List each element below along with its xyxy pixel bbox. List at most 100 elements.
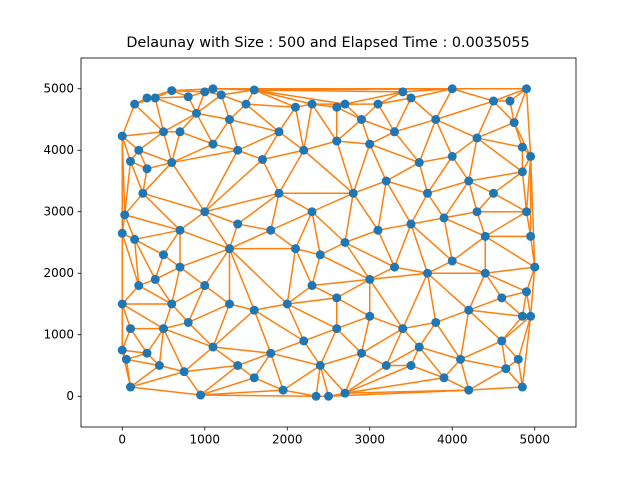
point	[472, 207, 482, 217]
triangulation-edge	[320, 352, 362, 367]
triangulation-edge	[435, 322, 462, 360]
triangulation-edge	[435, 118, 478, 139]
triangulation-edge	[130, 364, 160, 388]
triangulation-edge	[484, 272, 503, 299]
triangulation-edge	[451, 235, 486, 262]
point	[159, 324, 168, 334]
triangulation-edge	[476, 100, 495, 139]
triangulation-edge	[377, 91, 404, 105]
triangulation-edge	[443, 217, 486, 238]
triangulation-edge	[270, 193, 280, 231]
point	[373, 225, 383, 235]
triangulation-edge	[303, 103, 313, 151]
triangulation-edge	[369, 315, 404, 330]
triangulation-edge	[311, 103, 338, 142]
point	[348, 188, 358, 198]
triangulation-edge	[228, 248, 255, 311]
point	[480, 231, 490, 241]
triangulation-edge	[419, 346, 461, 361]
point	[414, 158, 424, 168]
triangulation-edge	[155, 95, 189, 99]
triangulation-edge	[124, 214, 181, 231]
triangulation-edge	[278, 131, 305, 151]
triangulation-edge	[435, 88, 453, 120]
triangulation-edge	[501, 340, 507, 369]
point	[509, 118, 519, 128]
triangulation-edge	[154, 97, 197, 115]
triangulation-edge	[426, 155, 453, 194]
triangulation-edge	[133, 239, 156, 280]
point	[258, 154, 267, 164]
triangulation-edge	[410, 223, 453, 262]
point	[398, 87, 408, 97]
point	[200, 281, 210, 291]
triangulation-edge	[344, 377, 445, 394]
triangulation-edge	[443, 217, 453, 262]
triangulation-edge	[195, 112, 214, 145]
point	[225, 115, 234, 124]
triangulation-edge	[369, 266, 395, 281]
point	[472, 133, 482, 143]
point	[167, 158, 177, 168]
triangulation-edge	[142, 192, 205, 213]
triangulation-edge	[451, 137, 478, 158]
triangulation-edge	[435, 119, 453, 157]
x-tick-label: 1000	[189, 433, 220, 447]
triangulation-edge	[212, 346, 239, 367]
point	[233, 219, 243, 229]
triangulation-edge	[261, 159, 280, 194]
triangulation-edge	[336, 297, 371, 317]
triangulation-edge	[163, 112, 197, 133]
plot-frame	[80, 57, 577, 428]
point	[414, 342, 424, 352]
triangulation-edge	[121, 103, 136, 137]
point	[291, 102, 300, 112]
triangulation-edge	[369, 272, 428, 281]
point	[513, 354, 523, 364]
triangulation-edge	[254, 89, 346, 105]
triangulation-edge	[468, 137, 478, 182]
triangulation-edge	[344, 352, 363, 394]
triangulation-edge	[468, 180, 494, 194]
triangulation-edge	[369, 143, 387, 182]
point	[183, 92, 193, 102]
point	[423, 268, 432, 278]
point	[225, 299, 234, 309]
triangulation-edge	[394, 118, 436, 133]
triangulation-edge	[427, 260, 453, 274]
x-tick-label: 2000	[272, 433, 303, 447]
point	[406, 361, 416, 370]
triangulation-edge	[369, 278, 404, 330]
point	[208, 84, 218, 94]
triangulation-edge	[521, 171, 528, 212]
triangulation-edge	[443, 211, 478, 219]
point	[150, 93, 160, 103]
triangulation-edge	[311, 211, 321, 255]
triangulation-edge	[361, 118, 395, 133]
triangulation-edge	[126, 358, 160, 367]
triangulation-edge	[303, 327, 338, 342]
triangulation-edge	[229, 229, 272, 250]
triangulation-edge	[171, 143, 214, 164]
triangulation-edge	[204, 192, 280, 213]
point	[175, 225, 185, 235]
triangulation-edge	[142, 192, 181, 231]
triangulation-edge	[517, 316, 532, 360]
triangulation-edge	[468, 171, 523, 182]
triangulation-edge	[129, 161, 144, 194]
triangulation-edge	[336, 278, 371, 299]
triangulation-edge	[352, 180, 387, 195]
point	[357, 348, 366, 358]
triangulation-edge	[513, 88, 528, 123]
point	[315, 361, 325, 370]
point	[134, 145, 144, 155]
point	[117, 299, 127, 309]
triangulation-edge	[344, 241, 395, 268]
triangulation-edge	[311, 254, 321, 286]
point	[517, 382, 527, 392]
triangulation-edge	[361, 327, 404, 354]
triangulation-edge	[134, 103, 165, 133]
triangulation-edge	[171, 162, 206, 213]
triangulation-edge	[262, 149, 304, 161]
triangulation-edge	[344, 242, 371, 280]
